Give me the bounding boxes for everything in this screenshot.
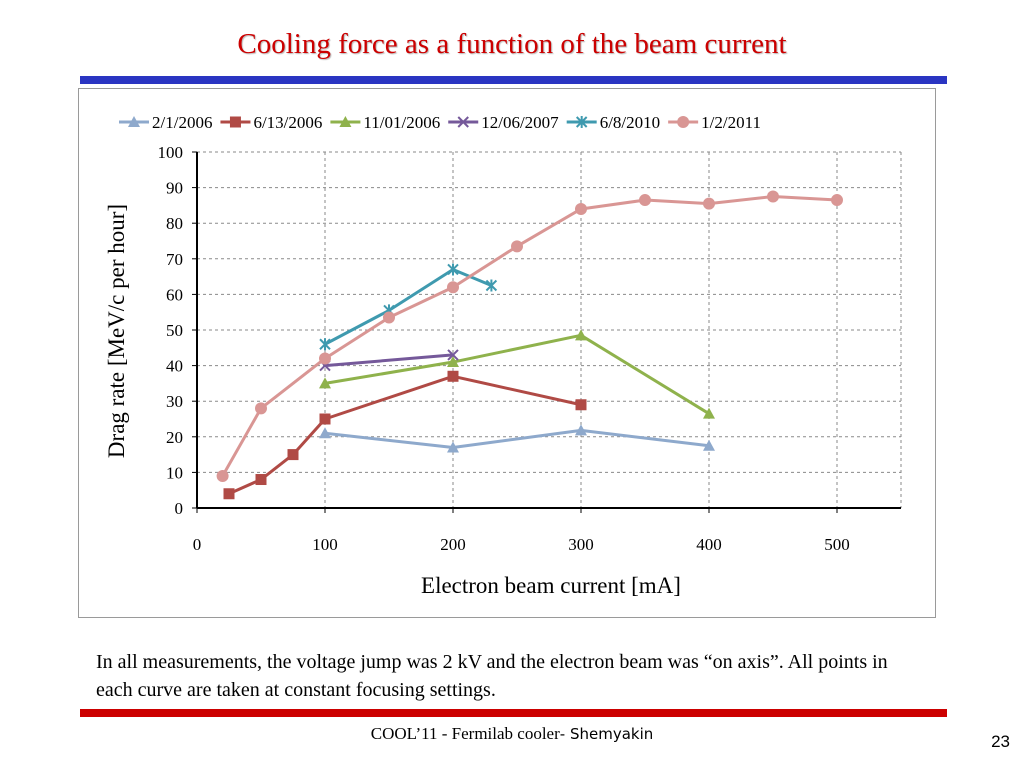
- chart-svg: 0 10 20 30 40 50 60 70 80 90 100 0 100 200 300 400 500 2…: [104, 113, 902, 598]
- series-line: [324, 353, 454, 368]
- legend-label: 6/8/2010: [600, 113, 660, 132]
- data-point: [287, 449, 299, 461]
- legend-label: 2/1/2006: [152, 113, 212, 132]
- data-point: [319, 427, 331, 439]
- y-tick-label: 90: [166, 179, 183, 198]
- data-point: [447, 441, 459, 453]
- data-point: [703, 439, 715, 451]
- data-point: [255, 474, 267, 486]
- series-3: [319, 329, 715, 419]
- y-tick-label: 80: [166, 214, 183, 233]
- data-point: [447, 281, 459, 294]
- data-point: [223, 488, 235, 500]
- data-point: [383, 311, 395, 324]
- data-point: [447, 263, 459, 276]
- x-axis-label: Electron beam current [mA]: [421, 573, 681, 598]
- data-point: [639, 194, 651, 207]
- data-point: [575, 202, 587, 215]
- data-point: [575, 329, 587, 341]
- x-tick-label: 0: [193, 535, 202, 554]
- legend-entry: 1/2/2011: [668, 113, 761, 132]
- series-1: [319, 424, 715, 453]
- data-point: [767, 190, 779, 203]
- slide-title: Cooling force as a function of the beam …: [237, 28, 787, 60]
- y-tick-label: 70: [166, 250, 183, 269]
- data-point: [319, 413, 331, 425]
- data-point: [447, 370, 459, 382]
- y-tick-label: 40: [166, 357, 183, 376]
- data-point: [319, 377, 331, 389]
- data-point: [575, 424, 587, 436]
- x-tick-label: 300: [568, 535, 594, 554]
- series-line: [324, 428, 710, 449]
- series-line: [324, 267, 492, 346]
- data-point: [447, 349, 459, 361]
- legend-entry: 6/13/2006: [220, 113, 322, 132]
- data-point: [703, 197, 715, 210]
- y-tick-label: 0: [175, 499, 184, 518]
- data-point: [485, 279, 498, 292]
- legend-label: 12/06/2007: [481, 113, 559, 132]
- x-tick-label: 500: [824, 535, 850, 554]
- y-tick-label: 60: [166, 285, 183, 304]
- legend: 2/1/2006 6/13/2006 11/01/2006 12/06/2007 6/8…: [119, 113, 761, 132]
- legend-marker: [457, 116, 469, 128]
- series-2: [223, 370, 587, 500]
- series-6: [216, 190, 843, 482]
- legend-marker: [677, 116, 690, 128]
- legend-label: 1/2/2011: [701, 113, 761, 132]
- legend-marker: [128, 116, 140, 127]
- axes: 0 10 20 30 40 50 60 70 80 90 100 0 100 200 300 400 500: [158, 143, 901, 554]
- data-point: [575, 399, 587, 411]
- title-divider: [80, 76, 947, 84]
- footer-text: COOL’11 - Fermilab cooler: [370, 724, 560, 743]
- legend-marker: [229, 116, 241, 128]
- legend-label: 11/01/2006: [363, 113, 440, 132]
- x-tick-label: 200: [440, 535, 466, 554]
- grid: [197, 151, 902, 508]
- legend-label: 6/13/2006: [253, 113, 322, 132]
- legend-entry: 11/01/2006: [330, 113, 440, 132]
- legend-entry: 2/1/2006: [119, 113, 212, 132]
- data-point: [511, 240, 523, 253]
- legend-entry: 12/06/2007: [448, 113, 559, 132]
- legend-marker: [575, 116, 588, 128]
- y-tick-label: 50: [166, 321, 183, 340]
- x-tick-label: 400: [696, 535, 722, 554]
- data-point: [319, 352, 331, 365]
- measurement-note: In all measurements, the voltage jump wa…: [96, 651, 888, 701]
- data-point: [255, 402, 267, 415]
- data-point: [319, 338, 331, 351]
- series-4: [319, 349, 459, 372]
- footer-divider: [80, 709, 947, 717]
- y-axis-label: Drag rate [MeV/c per hour]: [104, 204, 129, 458]
- data-point: [831, 194, 843, 207]
- footer: COOL’11 - Fermilab cooler- Shemyakin: [0, 724, 1024, 744]
- series-group: [216, 190, 843, 500]
- legend-entry: 6/8/2010: [566, 113, 660, 132]
- x-tick-label: 100: [312, 535, 338, 554]
- legend-marker: [339, 116, 352, 127]
- series-line: [221, 195, 838, 477]
- page-number: 23: [991, 732, 1010, 751]
- chart-container: 0 10 20 30 40 50 60 70 80 90 100 0 100 200 300 400 500 2…: [78, 88, 936, 618]
- series-line: [324, 333, 710, 415]
- y-tick-label: 100: [158, 143, 184, 162]
- data-point: [216, 469, 229, 482]
- footer-author: - Shemyakin: [559, 725, 654, 743]
- y-tick-label: 10: [166, 463, 183, 482]
- y-tick-label: 20: [166, 428, 183, 447]
- data-point: [703, 407, 715, 419]
- data-point: [447, 356, 459, 368]
- y-tick-label: 30: [166, 392, 183, 411]
